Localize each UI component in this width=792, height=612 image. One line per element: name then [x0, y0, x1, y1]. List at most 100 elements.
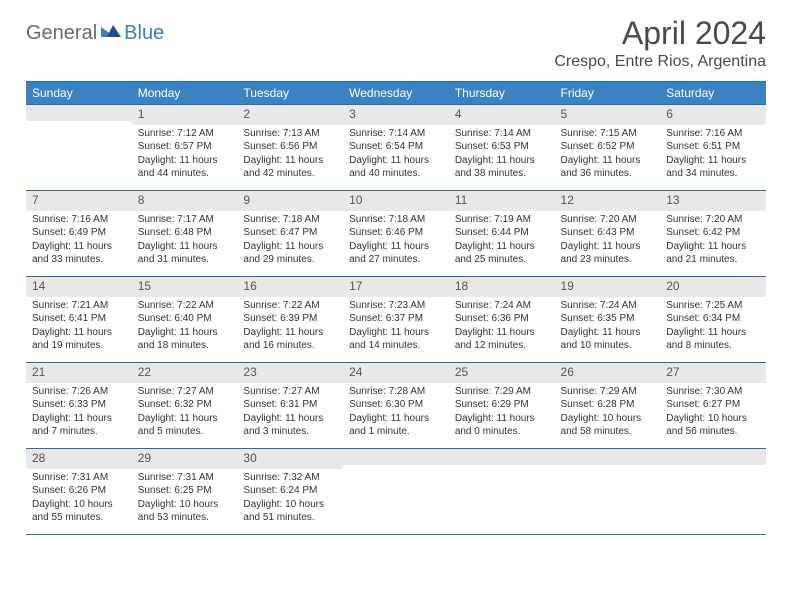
day-body: Sunrise: 7:17 AMSunset: 6:48 PMDaylight:… — [132, 211, 238, 271]
day-number: 11 — [449, 191, 555, 211]
sunrise-text: Sunrise: 7:13 AM — [243, 127, 337, 141]
sunrise-text: Sunrise: 7:22 AM — [138, 299, 232, 313]
sunset-text: Sunset: 6:51 PM — [666, 140, 760, 154]
sunrise-text: Sunrise: 7:32 AM — [243, 471, 337, 485]
day-number: 9 — [237, 191, 343, 211]
sunset-text: Sunset: 6:48 PM — [138, 226, 232, 240]
daylight-text: Daylight: 11 hours and 5 minutes. — [138, 412, 232, 439]
brand-logo: General Blue — [26, 16, 164, 45]
daylight-text: Daylight: 11 hours and 36 minutes. — [561, 154, 655, 181]
sunset-text: Sunset: 6:40 PM — [138, 312, 232, 326]
daylight-text: Daylight: 11 hours and 12 minutes. — [455, 326, 549, 353]
sunrise-text: Sunrise: 7:14 AM — [455, 127, 549, 141]
sunrise-text: Sunrise: 7:31 AM — [138, 471, 232, 485]
day-cell: 21Sunrise: 7:26 AMSunset: 6:33 PMDayligh… — [26, 363, 132, 449]
sunset-text: Sunset: 6:37 PM — [349, 312, 443, 326]
sunset-text: Sunset: 6:46 PM — [349, 226, 443, 240]
sunrise-text: Sunrise: 7:30 AM — [666, 385, 760, 399]
daylight-text: Daylight: 11 hours and 21 minutes. — [666, 240, 760, 267]
day-body: Sunrise: 7:20 AMSunset: 6:42 PMDaylight:… — [660, 211, 766, 271]
daylight-text: Daylight: 11 hours and 18 minutes. — [138, 326, 232, 353]
day-header: Tuesday — [237, 82, 343, 105]
day-cell — [555, 449, 661, 535]
sunset-text: Sunset: 6:32 PM — [138, 398, 232, 412]
day-number: 25 — [449, 363, 555, 383]
day-number: 14 — [26, 277, 132, 297]
sunset-text: Sunset: 6:47 PM — [243, 226, 337, 240]
triangle-icon — [101, 22, 121, 45]
day-number: 17 — [343, 277, 449, 297]
day-number: 13 — [660, 191, 766, 211]
sunset-text: Sunset: 6:34 PM — [666, 312, 760, 326]
sunrise-text: Sunrise: 7:27 AM — [243, 385, 337, 399]
day-body: Sunrise: 7:29 AMSunset: 6:28 PMDaylight:… — [555, 383, 661, 443]
day-cell: 12Sunrise: 7:20 AMSunset: 6:43 PMDayligh… — [555, 191, 661, 277]
day-cell: 15Sunrise: 7:22 AMSunset: 6:40 PMDayligh… — [132, 277, 238, 363]
sunrise-text: Sunrise: 7:21 AM — [32, 299, 126, 313]
day-number: 12 — [555, 191, 661, 211]
day-number: 2 — [237, 105, 343, 125]
day-cell: 27Sunrise: 7:30 AMSunset: 6:27 PMDayligh… — [660, 363, 766, 449]
sunset-text: Sunset: 6:53 PM — [455, 140, 549, 154]
daylight-text: Daylight: 11 hours and 0 minutes. — [455, 412, 549, 439]
sunset-text: Sunset: 6:28 PM — [561, 398, 655, 412]
day-cell: 7Sunrise: 7:16 AMSunset: 6:49 PMDaylight… — [26, 191, 132, 277]
day-header: Sunday — [26, 82, 132, 105]
sunrise-text: Sunrise: 7:29 AM — [455, 385, 549, 399]
location-label: Crespo, Entre Rios, Argentina — [554, 53, 766, 71]
sunrise-text: Sunrise: 7:16 AM — [32, 213, 126, 227]
day-body: Sunrise: 7:21 AMSunset: 6:41 PMDaylight:… — [26, 297, 132, 357]
sunrise-text: Sunrise: 7:27 AM — [138, 385, 232, 399]
daylight-text: Daylight: 11 hours and 7 minutes. — [32, 412, 126, 439]
day-number — [660, 449, 766, 465]
day-header: Friday — [555, 82, 661, 105]
day-cell: 13Sunrise: 7:20 AMSunset: 6:42 PMDayligh… — [660, 191, 766, 277]
day-cell: 5Sunrise: 7:15 AMSunset: 6:52 PMDaylight… — [555, 105, 661, 191]
day-cell: 18Sunrise: 7:24 AMSunset: 6:36 PMDayligh… — [449, 277, 555, 363]
daylight-text: Daylight: 11 hours and 14 minutes. — [349, 326, 443, 353]
day-cell: 16Sunrise: 7:22 AMSunset: 6:39 PMDayligh… — [237, 277, 343, 363]
sunset-text: Sunset: 6:35 PM — [561, 312, 655, 326]
day-cell: 6Sunrise: 7:16 AMSunset: 6:51 PMDaylight… — [660, 105, 766, 191]
day-body: Sunrise: 7:18 AMSunset: 6:47 PMDaylight:… — [237, 211, 343, 271]
day-body: Sunrise: 7:12 AMSunset: 6:57 PMDaylight:… — [132, 125, 238, 185]
day-cell: 2Sunrise: 7:13 AMSunset: 6:56 PMDaylight… — [237, 105, 343, 191]
day-number: 1 — [132, 105, 238, 125]
sunset-text: Sunset: 6:57 PM — [138, 140, 232, 154]
sunrise-text: Sunrise: 7:26 AM — [32, 385, 126, 399]
day-number: 6 — [660, 105, 766, 125]
day-number: 20 — [660, 277, 766, 297]
day-number — [26, 105, 132, 121]
week-row: 28Sunrise: 7:31 AMSunset: 6:26 PMDayligh… — [26, 449, 766, 535]
sunrise-text: Sunrise: 7:18 AM — [243, 213, 337, 227]
sunset-text: Sunset: 6:24 PM — [243, 484, 337, 498]
day-number: 5 — [555, 105, 661, 125]
day-cell: 3Sunrise: 7:14 AMSunset: 6:54 PMDaylight… — [343, 105, 449, 191]
day-header: Thursday — [449, 82, 555, 105]
sunset-text: Sunset: 6:25 PM — [138, 484, 232, 498]
daylight-text: Daylight: 11 hours and 1 minute. — [349, 412, 443, 439]
day-body: Sunrise: 7:30 AMSunset: 6:27 PMDaylight:… — [660, 383, 766, 443]
day-cell: 23Sunrise: 7:27 AMSunset: 6:31 PMDayligh… — [237, 363, 343, 449]
week-row: 21Sunrise: 7:26 AMSunset: 6:33 PMDayligh… — [26, 363, 766, 449]
day-body: Sunrise: 7:26 AMSunset: 6:33 PMDaylight:… — [26, 383, 132, 443]
daylight-text: Daylight: 11 hours and 40 minutes. — [349, 154, 443, 181]
day-body: Sunrise: 7:31 AMSunset: 6:25 PMDaylight:… — [132, 469, 238, 529]
day-cell: 24Sunrise: 7:28 AMSunset: 6:30 PMDayligh… — [343, 363, 449, 449]
day-body: Sunrise: 7:27 AMSunset: 6:31 PMDaylight:… — [237, 383, 343, 443]
daylight-text: Daylight: 10 hours and 53 minutes. — [138, 498, 232, 525]
day-header: Saturday — [660, 82, 766, 105]
day-cell: 20Sunrise: 7:25 AMSunset: 6:34 PMDayligh… — [660, 277, 766, 363]
day-body: Sunrise: 7:23 AMSunset: 6:37 PMDaylight:… — [343, 297, 449, 357]
day-number: 22 — [132, 363, 238, 383]
sunset-text: Sunset: 6:44 PM — [455, 226, 549, 240]
sunrise-text: Sunrise: 7:16 AM — [666, 127, 760, 141]
sunset-text: Sunset: 6:52 PM — [561, 140, 655, 154]
day-number: 29 — [132, 449, 238, 469]
day-number: 18 — [449, 277, 555, 297]
sunset-text: Sunset: 6:31 PM — [243, 398, 337, 412]
day-cell: 1Sunrise: 7:12 AMSunset: 6:57 PMDaylight… — [132, 105, 238, 191]
day-number — [555, 449, 661, 465]
calendar-table: Sunday Monday Tuesday Wednesday Thursday… — [26, 81, 766, 535]
day-body: Sunrise: 7:16 AMSunset: 6:49 PMDaylight:… — [26, 211, 132, 271]
